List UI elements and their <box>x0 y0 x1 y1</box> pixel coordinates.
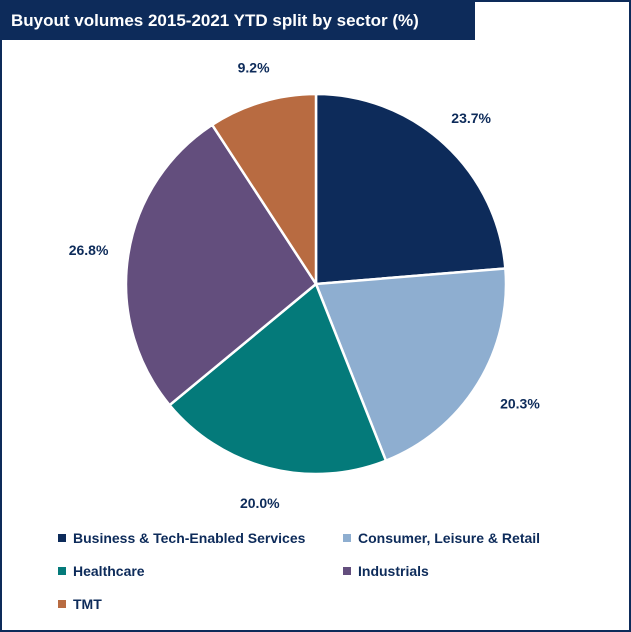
legend-swatch <box>58 534 66 542</box>
pie-data-labels: 23.7% 20.3% 20.0% 26.8% 9.2% <box>69 59 541 511</box>
legend-label: Healthcare <box>73 563 145 579</box>
data-label-4: 9.2% <box>238 59 270 75</box>
legend-swatch <box>58 567 66 575</box>
data-label-1: 20.3% <box>500 395 540 411</box>
legend-swatch <box>343 567 351 575</box>
legend-item-industrials: Industrials <box>343 563 429 579</box>
data-label-2: 20.0% <box>240 495 280 511</box>
legend-item-tmt: TMT <box>58 596 102 612</box>
data-label-0: 23.7% <box>451 110 491 126</box>
legend-label: Consumer, Leisure & Retail <box>358 530 541 546</box>
legend-swatch <box>58 600 66 608</box>
legend-item-consumer: Consumer, Leisure & Retail <box>343 530 540 546</box>
legend-item-business-tech: Business & Tech-Enabled Services <box>58 530 305 546</box>
pie-slice-1 <box>314 267 508 463</box>
legend-label: TMT <box>73 596 102 612</box>
legend-swatch <box>343 534 351 542</box>
pie-slice-4 <box>210 92 318 289</box>
legend-item-healthcare: Healthcare <box>58 563 145 579</box>
data-label-3: 26.8% <box>69 242 109 258</box>
chart-title: Buyout volumes 2015-2021 YTD split by se… <box>2 2 475 40</box>
pie-slices <box>124 92 508 476</box>
pie-slice-0 <box>314 92 507 286</box>
pie-slice-2 <box>167 281 388 476</box>
legend-label: Business & Tech-Enabled Services <box>73 530 306 546</box>
legend-label: Industrials <box>358 563 429 579</box>
pie-slice-3 <box>124 123 318 407</box>
